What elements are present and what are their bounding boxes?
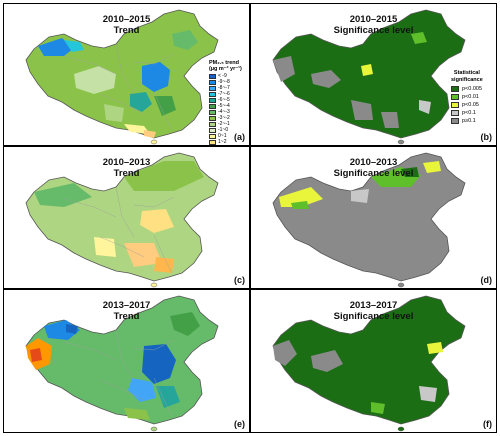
trend-legend-swatch (209, 73, 216, 79)
china-map-sig-f (272, 295, 466, 432)
sig-legend-swatch (451, 94, 459, 100)
sig-legend-label: p<0.05 (462, 101, 479, 108)
sig-legend-swatch (451, 110, 459, 116)
china-map-trend-e (25, 295, 219, 432)
trend-legend-item: -8~-7 (209, 85, 242, 91)
sig-legend-label: p<0.005 (462, 85, 483, 92)
trend-legend-label: -7~-6 (218, 91, 230, 97)
trend-legend-swatch (209, 103, 216, 109)
trend-legend-swatch (209, 133, 216, 139)
trend-legend-item: -4~-3 (209, 109, 242, 115)
china-map-sig-b (272, 9, 466, 145)
panel-a-trend-2010-2015: 2010–2015 Trend PM₂.₅ trend (µg m⁻³ yr⁻¹)… (3, 3, 250, 146)
china-map-trend-a (25, 9, 219, 145)
trend-legend-swatch (209, 121, 216, 127)
panel-d-title-kind: Significance level (333, 168, 414, 179)
panel-d-label: (d) (480, 275, 493, 285)
panel-f-significance-2013-2017: 2013–2017 Significance level (f) (250, 289, 497, 433)
trend-legend-swatch (209, 79, 216, 85)
trend-legend-item: -9~-8 (209, 79, 242, 85)
trend-legend-item: -3~-2 (209, 115, 242, 121)
sig-legend-swatch (451, 102, 459, 108)
panel-b-title-kind: Significance level (333, 25, 414, 36)
trend-legend-item: -1~0 (209, 127, 242, 133)
panel-f-title-kind: Significance level (333, 311, 414, 322)
trend-legend-swatch (209, 85, 216, 91)
trend-legend-swatch (209, 139, 216, 145)
trend-legend-item: < -9 (209, 73, 242, 79)
trend-legend-swatch (209, 97, 216, 103)
panel-b-title-years: 2010–2015 (349, 14, 398, 25)
panel-a-label: (a) (234, 132, 245, 142)
trend-legend-label: -2~-1 (218, 121, 230, 127)
sig-legend-title-2: significance (451, 76, 483, 83)
trend-legend-label: -5~-4 (218, 103, 230, 109)
trend-legend-swatch (209, 91, 216, 97)
sig-legend-swatch (451, 86, 459, 92)
china-map-sig-d (272, 152, 466, 288)
sig-legend-item: p<0.05 (451, 101, 483, 109)
trend-legend-item: -7~-6 (209, 91, 242, 97)
panel-f-title-years: 2013–2017 (349, 300, 398, 311)
sig-legend-label: p≥0.1 (462, 117, 476, 124)
panel-a-title-kind: Trend (113, 25, 140, 36)
panel-a-title-years: 2010–2015 (102, 14, 151, 25)
panel-e-title-kind: Trend (113, 311, 140, 322)
significance-legend: Statistical significance p<0.005 p<0.01 p<0… (451, 70, 483, 125)
trend-legend-item: 0~1 (209, 133, 242, 139)
panel-c-trend-2010-2013: 2010–2013 Trend (c) (3, 146, 250, 289)
panel-d-title-years: 2010–2013 (349, 157, 398, 168)
panel-c-label: (c) (234, 275, 245, 285)
trend-legend-swatch (209, 127, 216, 133)
trend-legend-swatch (209, 115, 216, 121)
sig-legend-item: p≥0.1 (451, 117, 483, 125)
panel-e-trend-2013-2017: 2013–2017 Trend (e) (3, 289, 250, 433)
sig-legend-swatch (451, 118, 459, 124)
trend-legend-title: PM₂.₅ trend (209, 60, 240, 66)
sig-legend-item: p<0.005 (451, 85, 483, 93)
sig-legend-label: p<0.1 (462, 109, 476, 116)
trend-legend-item: 1~2 (209, 139, 242, 145)
trend-legend-swatch (209, 109, 216, 115)
figure-grid: 2010–2015 Trend PM₂.₅ trend (µg m⁻³ yr⁻¹)… (3, 3, 497, 433)
panel-d-significance-2010-2013: 2010–2013 Significance level (d) (250, 146, 497, 289)
trend-legend: PM₂.₅ trend (µg m⁻³ yr⁻¹) < -9 -9~-8 -8~-7-… (209, 60, 242, 145)
trend-legend-unit: (µg m⁻³ yr⁻¹) (209, 66, 242, 72)
panel-b-label: (b) (480, 132, 493, 142)
trend-legend-item: -6~-5 (209, 97, 242, 103)
trend-legend-label: -9~-8 (218, 79, 230, 85)
sig-legend-item: p<0.01 (451, 93, 483, 101)
trend-legend-label: 0~1 (218, 133, 227, 139)
trend-legend-label: < -9 (218, 73, 227, 79)
panel-b-significance-2010-2015: 2010–2015 Significance level Statistical… (250, 3, 497, 146)
panel-f-label: (f) (483, 419, 492, 429)
panel-e-label: (e) (234, 419, 245, 429)
sig-legend-title-1: Statistical (453, 70, 480, 76)
china-map-trend-c (25, 152, 219, 288)
trend-legend-label: -4~-3 (218, 109, 230, 115)
trend-legend-item: -5~-4 (209, 103, 242, 109)
sig-legend-item: p<0.1 (451, 109, 483, 117)
trend-legend-label: -6~-5 (218, 97, 230, 103)
panel-c-title-kind: Trend (113, 168, 140, 179)
trend-legend-label: -1~0 (218, 127, 229, 133)
panel-e-title-years: 2013–2017 (102, 300, 151, 311)
trend-legend-label: -8~-7 (218, 85, 230, 91)
sig-legend-label: p<0.01 (462, 93, 479, 100)
trend-legend-label: 1~2 (218, 139, 227, 145)
panel-c-title-years: 2010–2013 (102, 157, 151, 168)
trend-legend-label: -3~-2 (218, 115, 230, 121)
trend-legend-item: -2~-1 (209, 121, 242, 127)
